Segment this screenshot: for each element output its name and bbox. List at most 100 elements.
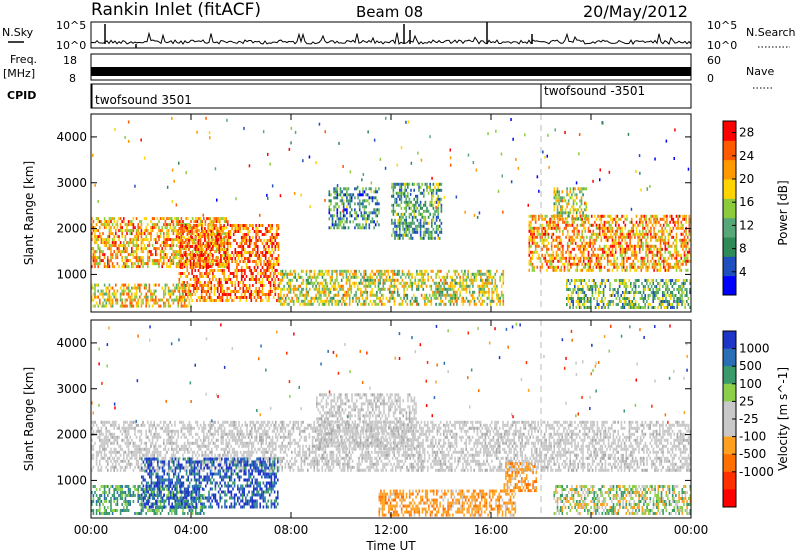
- scatter-cell: [674, 238, 676, 242]
- scatter-cell: [623, 282, 626, 285]
- scatter-cell: [95, 259, 98, 263]
- scatter-cell: [108, 295, 111, 299]
- scatter-cell: [355, 299, 357, 303]
- scatter-cell: [239, 287, 241, 290]
- scatter-cell: [582, 256, 585, 260]
- scatter-cell: [558, 226, 561, 230]
- scatter-cell: [432, 227, 435, 231]
- scatter-cell: [604, 297, 606, 300]
- scatter-cell: [169, 295, 171, 299]
- scatter-cell: [368, 202, 371, 206]
- scatter-cell: [131, 223, 133, 227]
- scatter-cell: [220, 233, 222, 236]
- scatter-cell: [456, 281, 458, 285]
- scatter-cell: [247, 290, 249, 293]
- scatter-cell: [102, 250, 104, 254]
- scatter-cell: [260, 260, 262, 263]
- scatter-cell: [336, 278, 338, 282]
- scatter-cell: [411, 230, 414, 234]
- scatter-cell: [499, 278, 501, 282]
- scatter-cell: [396, 272, 399, 276]
- scatter-cell: [398, 293, 401, 297]
- scatter-cell: [391, 218, 393, 222]
- scatter-cell: [438, 302, 441, 306]
- scatter-cell: [574, 187, 576, 191]
- scatter-cell: [472, 281, 474, 285]
- scatter-cell: [242, 281, 245, 284]
- scatter-cell: [401, 272, 404, 276]
- scatter-cell: [167, 265, 170, 269]
- scatter-cell: [110, 244, 112, 248]
- scatter-cell: [377, 284, 380, 288]
- scatter-cell: [437, 236, 439, 240]
- scatter-cell: [200, 245, 203, 248]
- scatter-cell: [376, 290, 378, 294]
- scatter-cell: [331, 214, 334, 218]
- scatter-cell: [431, 233, 433, 237]
- scatter-cell: [116, 250, 119, 254]
- scatter-cell: [271, 269, 273, 272]
- scatter-cell: [244, 233, 246, 236]
- scatter-cell: [475, 275, 477, 279]
- scatter-cell: [200, 290, 203, 293]
- scatter-cell: [148, 304, 151, 308]
- scatter-cell: [333, 190, 335, 194]
- scatter-cell: [626, 303, 629, 306]
- scatter-cell: [215, 236, 217, 239]
- scatter-cell: [390, 269, 393, 273]
- scatter-cell: [621, 268, 623, 272]
- scatter-cell: [541, 241, 543, 245]
- scatter-cell: [349, 205, 351, 209]
- scatter-cell: [685, 247, 687, 251]
- scatter-cell: [662, 265, 665, 269]
- scatter-cell: [371, 278, 373, 282]
- scatter-cell: [239, 296, 241, 299]
- scatter-cell: [577, 291, 579, 294]
- scatter-cell: [140, 304, 143, 308]
- scatter-cell: [550, 262, 553, 266]
- scatter-cell: [333, 187, 335, 191]
- scatter-cell: [536, 232, 539, 236]
- scatter-cell: [666, 262, 668, 266]
- scatter-cell: [591, 279, 594, 282]
- scatter-cell: [171, 229, 173, 233]
- scatter-cell: [288, 272, 290, 276]
- scatter-cell: [546, 259, 548, 263]
- scatter-cell: [674, 262, 676, 266]
- scatter-cell: [530, 238, 532, 242]
- scatter-cell: [179, 250, 181, 254]
- scatter-cell: [328, 190, 331, 194]
- scatter-cell: [421, 182, 423, 186]
- scatter-cell: [232, 230, 235, 233]
- scatter-cell: [587, 253, 590, 257]
- scatter-cell: [92, 286, 95, 290]
- scatter-cell: [581, 217, 583, 221]
- scatter-cell: [688, 259, 691, 263]
- scatter-cell: [586, 247, 588, 251]
- scatter-cell: [392, 227, 395, 231]
- scatter-cell: [358, 199, 361, 203]
- scatter-cell: [653, 217, 655, 221]
- scatter-cell: [338, 223, 340, 227]
- scatter-cell: [167, 289, 170, 293]
- scatter-cell: [577, 297, 579, 300]
- scatter-cell: [297, 299, 300, 303]
- scatter-cell: [420, 284, 423, 288]
- scatter-cell: [590, 285, 592, 288]
- scatter-cell: [426, 185, 428, 189]
- scatter-cell: [107, 286, 109, 290]
- scatter-cell: [582, 220, 585, 224]
- scatter-cell: [196, 275, 198, 278]
- scatter-cell: [261, 299, 264, 302]
- scatter-cell: [431, 236, 433, 240]
- scatter-cell: [400, 206, 403, 210]
- scatter-cell: [419, 206, 422, 210]
- scatter-cell: [579, 217, 582, 221]
- scatter-cell: [166, 244, 168, 248]
- scatter-cell: [95, 229, 98, 233]
- scatter-cell: [546, 214, 548, 218]
- scatter-cell: [541, 223, 543, 227]
- scatter-cell: [119, 292, 122, 296]
- scatter-cell: [391, 185, 393, 189]
- scatter-cell: [407, 233, 409, 237]
